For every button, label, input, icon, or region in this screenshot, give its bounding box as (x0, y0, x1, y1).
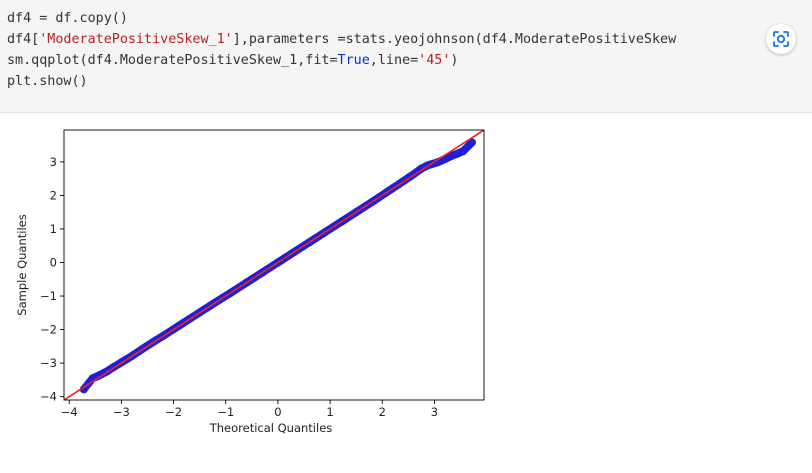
google-lens-icon (773, 31, 789, 47)
code-token: ) (450, 53, 459, 68)
y-tick-label: −4 (40, 390, 57, 404)
x-axis-label: Theoretical Quantiles (209, 421, 333, 435)
y-axis-label: Sample Quantiles (15, 214, 29, 315)
code-line-2: df4['ModeratePositiveSkew_1'],parameters… (7, 29, 676, 50)
data-point (468, 138, 476, 147)
data-point (417, 164, 426, 173)
x-tick-label: −2 (165, 405, 182, 419)
data-point (447, 151, 456, 160)
x-tick-label: −3 (113, 405, 130, 419)
plot-frame (63, 129, 485, 401)
y-tick-label: −1 (40, 289, 57, 303)
code-token: '45' (418, 53, 451, 68)
qq-plot: −4 −3 −2 −1 0 1 2 3 −4 −3 −2 −1 0 1 2 3 Theoretical Quan… (15, 129, 485, 435)
code-token: df4 = df.copy() (7, 11, 128, 26)
x-tick-label: 3 (431, 405, 438, 419)
code-token: df4[ (7, 32, 40, 47)
x-tick-label: 1 (326, 405, 333, 419)
data-point (79, 385, 88, 394)
code-token: sm.qqplot(df4.ModeratePositiveSkew_1,fit… (7, 53, 338, 68)
y-tick-label: −2 (40, 323, 57, 337)
code-token: True (337, 53, 370, 68)
y-tick-label: 1 (50, 222, 57, 236)
y-tick-label: 2 (50, 188, 57, 202)
y-tick-label: 3 (50, 155, 57, 169)
code-token: 'ModeratePositiveSkew_1' (39, 32, 233, 47)
code-line-4: plt.show() (7, 71, 676, 92)
code-cell[interactable]: df4 = df.copy() df4['ModeratePositiveSkew… (0, 0, 812, 113)
code-token: plt.show() (7, 74, 88, 89)
code-editor[interactable]: df4 = df.copy() df4['ModeratePositiveSkew… (7, 8, 676, 92)
x-tick-label: −4 (61, 405, 78, 419)
code-line-3: sm.qqplot(df4.ModeratePositiveSkew_1,fit… (7, 50, 676, 71)
y-tick-label: −3 (40, 356, 57, 370)
code-token: ],parameters =stats.yeojohnson(df4.Moder… (232, 32, 677, 47)
reference-line-45 (64, 130, 484, 400)
code-token: ,line= (369, 53, 419, 68)
x-tick-label: −1 (217, 405, 234, 419)
x-tick-label: 0 (274, 405, 281, 419)
y-tick-label: 0 (50, 255, 57, 269)
data-points (79, 138, 476, 394)
cell-output: −4 −3 −2 −1 0 1 2 3 −4 −3 −2 −1 0 1 2 3 Theoretical Quan… (0, 118, 520, 458)
x-tick-label: 2 (379, 405, 386, 419)
code-line-1: df4 = df.copy() (7, 8, 676, 29)
data-point (459, 147, 468, 156)
google-lens-button[interactable] (766, 24, 796, 54)
